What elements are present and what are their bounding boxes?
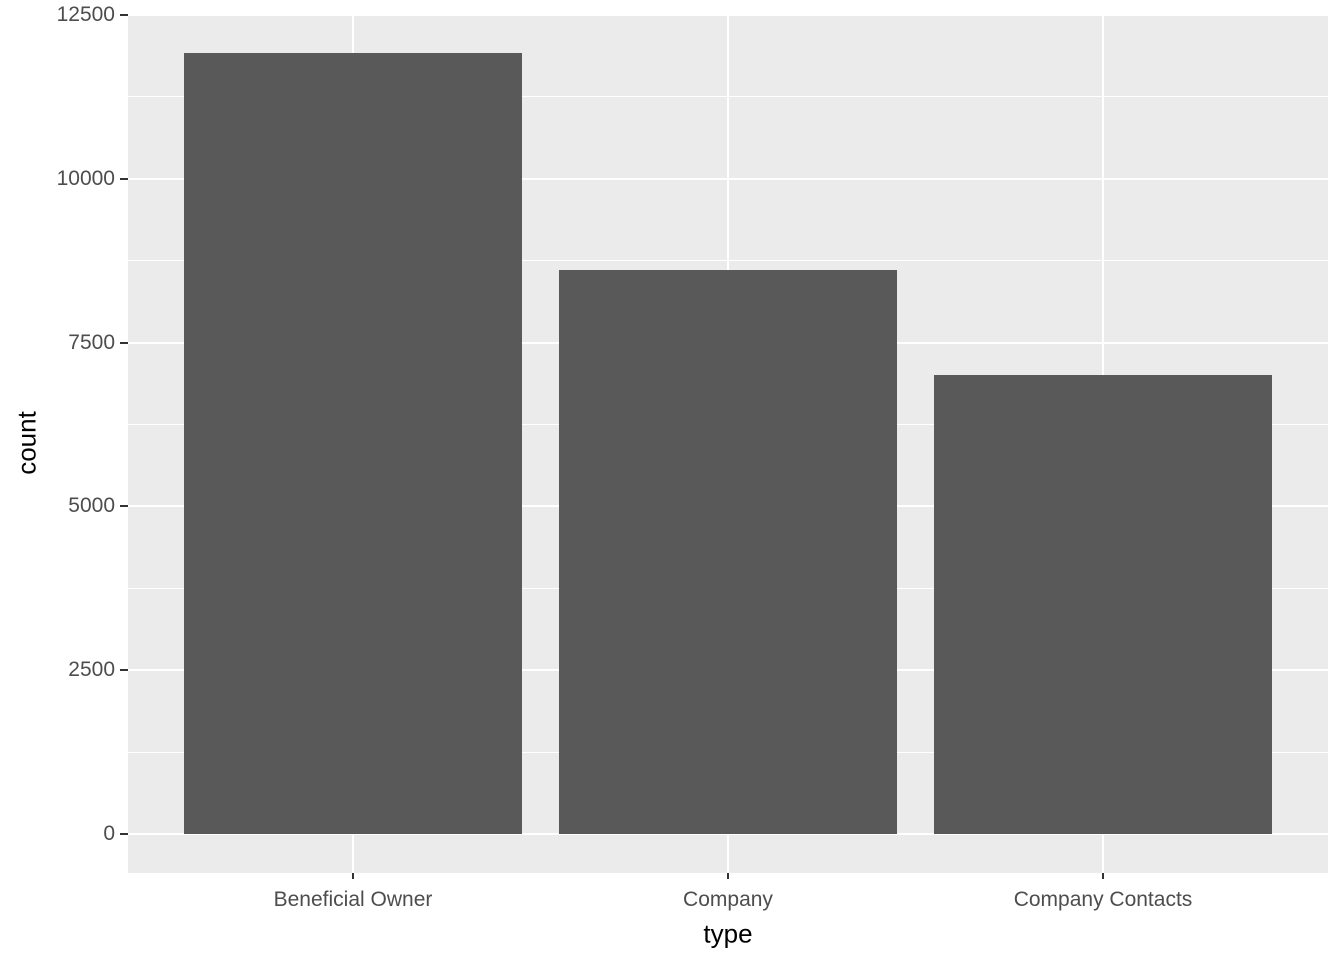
y-tick-mark [120, 669, 128, 672]
y-tick-mark [120, 341, 128, 344]
bar-company [559, 269, 897, 834]
x-tick-mark [727, 873, 729, 879]
plot-panel [128, 14, 1328, 873]
x-tick-label: Company Contacts [1013, 888, 1193, 911]
y-tick-label: 10000 [56, 166, 115, 190]
y-tick-mark [120, 505, 128, 508]
y-tick-label: 0 [103, 822, 115, 845]
y-tick-mark [120, 177, 128, 180]
y-tick-label: 2500 [68, 658, 115, 682]
bar-company-contacts [934, 375, 1272, 834]
y-axis-title: count [11, 411, 42, 475]
x-tick-mark [352, 873, 354, 879]
x-tick-label: Company [683, 888, 773, 911]
y-tick-label: 7500 [68, 330, 115, 354]
y-tick-mark [120, 833, 128, 835]
x-tick-mark [1102, 873, 1104, 879]
bar-beneficial-owner [184, 53, 522, 834]
y-tick-label: 12500 [56, 3, 115, 26]
y-tick-label: 5000 [68, 494, 115, 518]
y-tick-mark [120, 14, 128, 16]
x-tick-label: Beneficial Owner [273, 888, 433, 911]
x-axis-title: type [703, 918, 753, 949]
